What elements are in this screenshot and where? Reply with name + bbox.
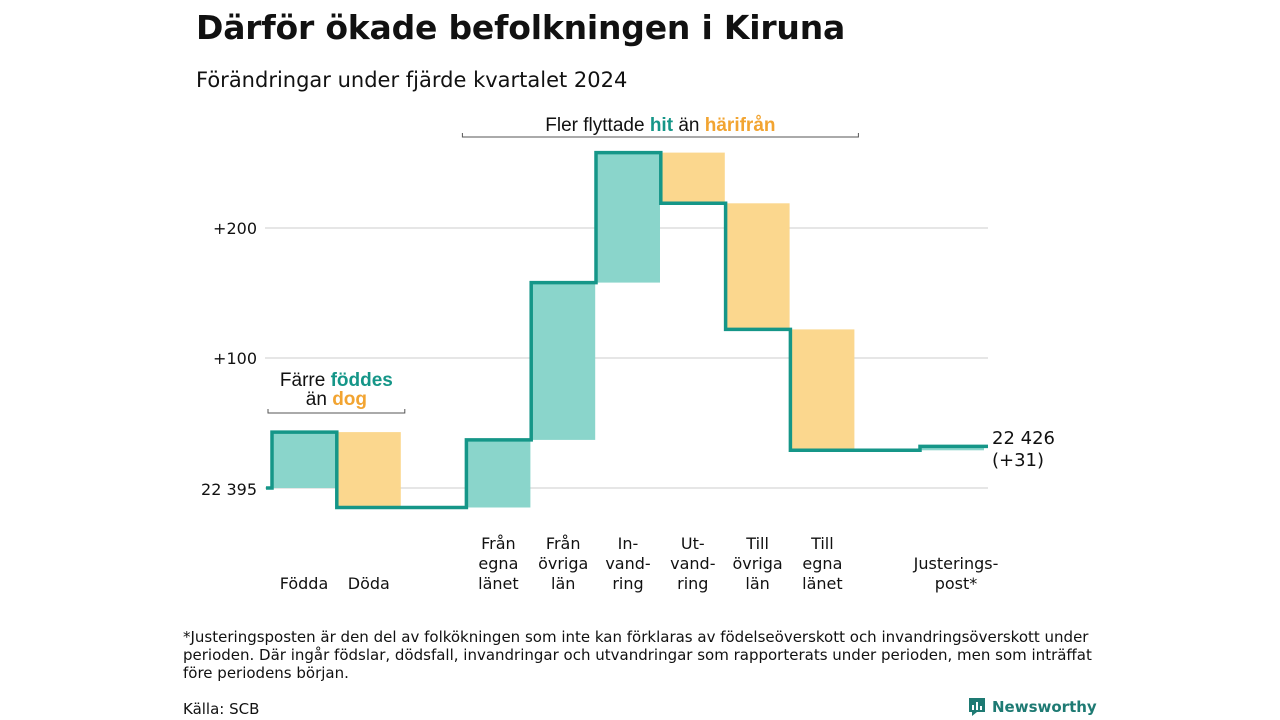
footnote: *Justeringsposten är den del av folkökni… [183,628,1092,682]
annotation-text: än [673,115,705,136]
brand-logo[interactable]: Newsworthy [968,697,1097,717]
category-label: län [745,574,769,593]
annotation-text: Fler flyttade [545,115,650,136]
annotation-bracket [461,133,859,138]
line-layer [266,150,988,510]
waterfall-bar [466,439,531,508]
brand-name: Newsworthy [992,698,1097,716]
category-label: In- [618,534,639,553]
category-label: länet [478,574,519,593]
category-label: länet [802,574,843,593]
category-label: Från [481,534,516,553]
waterfall-bar [790,329,855,451]
category-label: län [551,574,575,593]
annotation-bracket [267,409,406,414]
category-label: Till [745,534,769,553]
category-label: egna [802,554,842,573]
category-label: ring [677,574,708,593]
annotation-highlight: härifrån [705,115,776,136]
category-label: övriga [538,554,588,573]
category-label: Döda [348,574,390,593]
chart-title: Därför ökade befolkningen i Kiruna [196,8,846,47]
waterfall-bar [531,282,596,440]
annotation-births-line2: än dog [306,389,367,410]
annotation-text: Färre [280,370,331,391]
category-label: ring [612,574,643,593]
waterfall-bar [272,432,336,488]
cumulative-step-line [266,150,988,510]
end-value-label: (+31) [992,450,1044,471]
y-tick-label: +100 [213,349,257,368]
annotation-highlight: föddes [331,370,393,391]
newsworthy-logo-icon [969,698,985,716]
category-label: Till [810,534,834,553]
annotation-text: än [306,389,332,410]
annotation-highlight: hit [650,115,674,136]
category-label: Justerings- [913,554,999,573]
annotation-births-line1: Färre föddes [280,370,393,391]
source-text: Källa: SCB [183,700,260,718]
category-label: post* [935,574,978,593]
waterfall-bar [660,152,725,204]
category-label: vand- [605,554,650,573]
annotation-migration: Fler flyttade hit än härifrån [545,115,775,136]
waterfall-bar [336,432,401,508]
waterfall-bar [725,203,790,330]
bar-layer [272,152,984,508]
category-label: Ut- [681,534,705,553]
annotation-highlight: dog [332,389,367,410]
end-value-label: 22 426 [992,428,1055,449]
category-label: egna [478,554,518,573]
category-label: vand- [670,554,715,573]
waterfall-bar [596,152,660,283]
category-label: Från [546,534,581,553]
waterfall-bar [920,446,984,451]
category-label: Födda [280,574,329,593]
category-label: övriga [732,554,782,573]
start-value-label: 22 395 [201,480,257,499]
chart-subtitle: Förändringar under fjärde kvartalet 2024 [196,68,628,92]
y-tick-label: +200 [213,219,257,238]
